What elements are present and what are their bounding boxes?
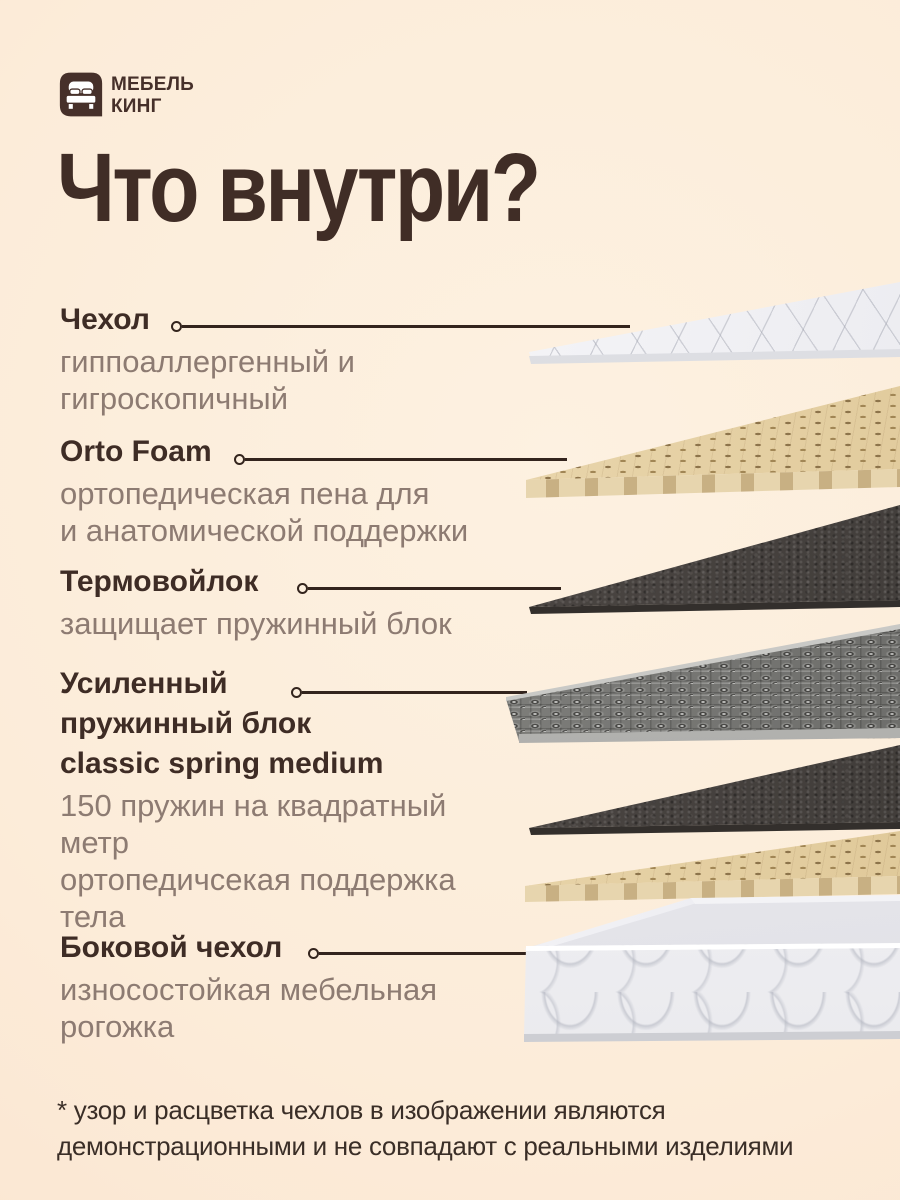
section-felt: Термовойлок защищает пружинный блок [60,562,530,642]
page-title: Что внутри? [57,133,541,242]
section-sidecover: Боковой чехол износостойкая мебельная ро… [60,928,530,1045]
connector-dot-cover [171,321,182,332]
section-desc-line: рогожка [60,1009,175,1044]
section-desc-line: защищает пружинный блок [60,606,452,641]
section-desc-line: гиппоаллергенный и [60,344,355,379]
section-title: Чехол [60,303,150,336]
section-cover: Чехол гиппоаллергенный и гигроскопичный [60,300,530,417]
section-title-line: пружинный блок [60,707,312,740]
connector-dot-felt [297,583,308,594]
footnote-line: * узор и расцветка чехлов в изображении … [57,1095,666,1125]
section-desc-line: метр [60,825,129,860]
connector-line-felt [308,587,561,590]
section-desc-line: тела [60,899,126,934]
connector-line-ortofoam [245,458,567,461]
brand-name: МЕБЕЛЬ КИНГ [111,74,194,118]
section-desc-line: гигроскопичный [60,381,289,416]
section-desc-line: и анатомической поддержки [60,513,469,548]
section-springs: Усиленный пружинный блок classic spring … [60,664,530,935]
connector-line-sidecover [319,952,528,955]
section-title: Orto Foam [60,435,212,468]
section-title-line: Усиленный [60,667,228,700]
section-desc-line: 150 пружин на квадратный [60,788,447,823]
connector-line-cover [182,325,630,328]
connector-line-springs [302,691,527,694]
section-desc-line: ортопедичсекая поддержка [60,862,456,897]
section-title: Боковой чехол [60,931,283,964]
section-title-line: classic spring medium [60,747,384,780]
connector-dot-ortofoam [234,454,245,465]
footnote-line: демонстрационными и не совпадают с реаль… [57,1131,794,1161]
section-title: Термовойлок [60,565,259,598]
bed-icon [59,72,103,121]
connector-dot-springs [291,687,302,698]
footnote: * узор и расцветка чехлов в изображении … [57,1092,794,1164]
brand-line-2: КИНГ [111,96,162,117]
brand-logo [59,72,103,117]
section-ortofoam: Orto Foam ортопедическая пена для и анат… [60,432,530,549]
section-desc-line: ортопедическая пена для [60,476,430,511]
brand-line-1: МЕБЕЛЬ [111,74,195,95]
connector-dot-sidecover [308,948,319,959]
section-desc-line: износостойкая мебельная [60,972,437,1007]
